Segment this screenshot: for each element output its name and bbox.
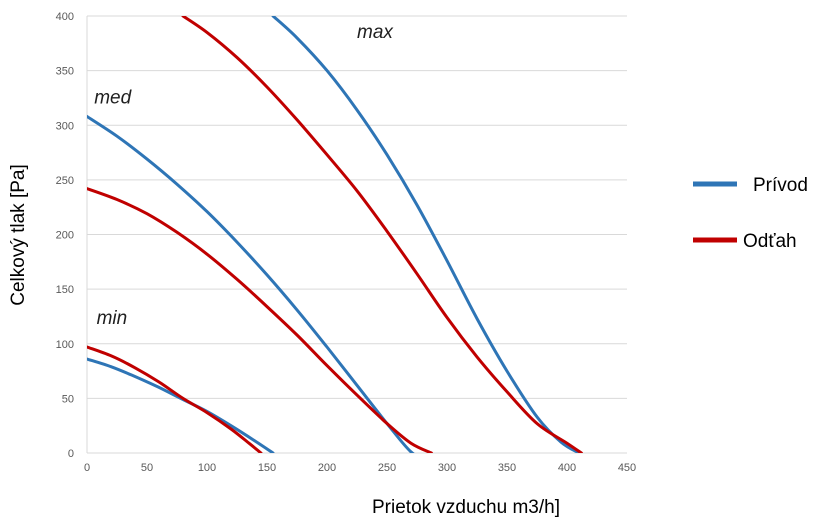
x-axis-title: Prietok vzduchu m3/h] xyxy=(372,497,560,518)
y-tick-label: 50 xyxy=(62,393,74,405)
y-tick-label: 200 xyxy=(56,230,74,242)
y-tick-labels: 0 50 100 150 200 250 300 350 400 xyxy=(56,11,74,460)
x-tick-label: 250 xyxy=(378,462,396,474)
curve-label-med: med xyxy=(94,87,132,108)
series-line-privod-max xyxy=(271,16,581,453)
series-line-odtah-med xyxy=(87,187,433,453)
legend: Prívod Odťah xyxy=(693,175,808,252)
chart-series-lines xyxy=(87,16,583,453)
y-tick-label: 100 xyxy=(56,339,74,351)
x-tick-label: 350 xyxy=(498,462,516,474)
x-tick-label: 100 xyxy=(198,462,216,474)
legend-label-odtah: Odťah xyxy=(743,231,797,252)
x-tick-label: 50 xyxy=(141,462,153,474)
curve-labels: min med max xyxy=(94,22,394,329)
x-tick-label: 450 xyxy=(618,462,636,474)
legend-label-privod: Prívod xyxy=(753,175,808,196)
y-tick-label: 300 xyxy=(56,120,74,132)
chart-axes xyxy=(86,16,627,454)
chart-gridlines xyxy=(87,15,627,399)
y-tick-label: 150 xyxy=(56,284,74,296)
y-axis-title: Celkový tlak [Pa] xyxy=(8,164,29,306)
x-tick-labels: 0 50 100 150 200 250 300 350 400 450 xyxy=(84,462,636,474)
x-tick-label: 300 xyxy=(438,462,456,474)
y-tick-label: 0 xyxy=(68,448,74,460)
curve-label-max: max xyxy=(357,22,394,43)
y-tick-label: 250 xyxy=(56,175,74,187)
x-tick-label: 0 xyxy=(84,462,90,474)
x-tick-label: 200 xyxy=(318,462,336,474)
y-tick-label: 350 xyxy=(56,66,74,78)
curve-label-min: min xyxy=(97,308,128,329)
x-tick-label: 150 xyxy=(258,462,276,474)
y-tick-label: 400 xyxy=(56,11,74,23)
series-line-odtah-min xyxy=(87,345,263,453)
x-tick-label: 400 xyxy=(558,462,576,474)
series-line-odtah-max xyxy=(181,16,583,453)
